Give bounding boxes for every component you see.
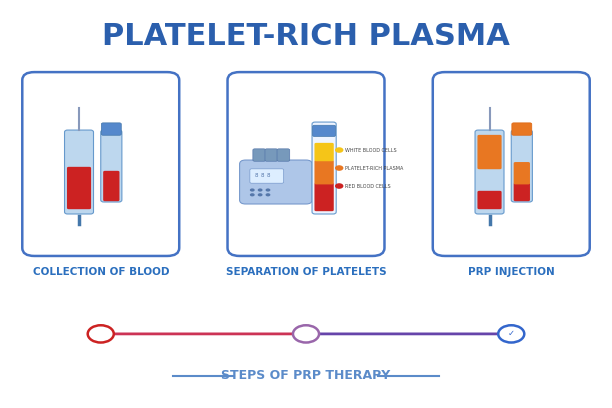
FancyBboxPatch shape: [312, 122, 336, 214]
Circle shape: [266, 188, 271, 192]
FancyBboxPatch shape: [315, 143, 334, 161]
Circle shape: [335, 165, 343, 171]
Circle shape: [88, 325, 114, 343]
FancyBboxPatch shape: [22, 72, 179, 256]
Text: STEPS OF PRP THERAPY: STEPS OF PRP THERAPY: [222, 369, 390, 382]
Circle shape: [250, 188, 255, 192]
Text: PLATELET-RICH PLASMA: PLATELET-RICH PLASMA: [345, 166, 403, 171]
FancyBboxPatch shape: [313, 125, 335, 136]
Circle shape: [498, 325, 524, 343]
FancyBboxPatch shape: [103, 171, 119, 201]
Text: ✓: ✓: [508, 329, 515, 338]
FancyBboxPatch shape: [513, 162, 530, 184]
FancyBboxPatch shape: [315, 183, 334, 211]
Circle shape: [335, 183, 343, 189]
FancyBboxPatch shape: [67, 167, 91, 209]
FancyBboxPatch shape: [511, 130, 532, 202]
FancyBboxPatch shape: [64, 130, 94, 214]
Text: 8: 8: [254, 173, 258, 178]
Circle shape: [293, 325, 319, 343]
Circle shape: [266, 193, 271, 196]
FancyBboxPatch shape: [477, 191, 502, 209]
Circle shape: [250, 193, 255, 196]
FancyBboxPatch shape: [433, 72, 590, 256]
Text: SEPARATION OF PLATELETS: SEPARATION OF PLATELETS: [226, 267, 386, 277]
Circle shape: [258, 193, 263, 196]
FancyBboxPatch shape: [253, 149, 266, 161]
FancyBboxPatch shape: [277, 149, 289, 161]
FancyBboxPatch shape: [102, 123, 121, 135]
Circle shape: [335, 147, 343, 153]
FancyBboxPatch shape: [101, 130, 122, 202]
FancyBboxPatch shape: [475, 130, 504, 214]
FancyBboxPatch shape: [513, 183, 530, 201]
Text: PLATELET-RICH PLASMA: PLATELET-RICH PLASMA: [102, 22, 510, 51]
FancyBboxPatch shape: [239, 160, 312, 204]
Text: COLLECTION OF BLOOD: COLLECTION OF BLOOD: [32, 267, 169, 277]
FancyBboxPatch shape: [512, 123, 532, 135]
Text: 8: 8: [260, 173, 264, 178]
Text: PRP INJECTION: PRP INJECTION: [468, 267, 554, 277]
Text: RED BLOOD CELLS: RED BLOOD CELLS: [345, 184, 390, 188]
FancyBboxPatch shape: [477, 135, 502, 169]
FancyBboxPatch shape: [250, 169, 284, 183]
FancyBboxPatch shape: [265, 149, 278, 161]
Text: 8: 8: [266, 173, 270, 178]
Text: WHITE BLOOD CELLS: WHITE BLOOD CELLS: [345, 148, 396, 153]
FancyBboxPatch shape: [228, 72, 384, 256]
Circle shape: [258, 188, 263, 192]
FancyBboxPatch shape: [315, 160, 334, 184]
